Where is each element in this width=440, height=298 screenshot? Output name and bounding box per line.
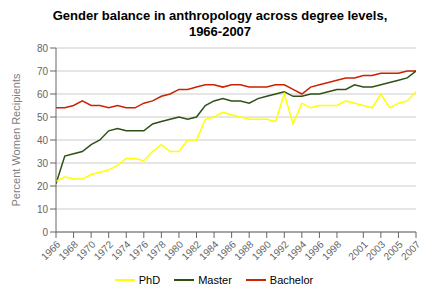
svg-text:2001: 2001 <box>346 238 370 262</box>
svg-text:80: 80 <box>37 43 49 54</box>
svg-text:1980: 1980 <box>162 238 186 262</box>
svg-text:10: 10 <box>37 204 49 215</box>
svg-text:1974: 1974 <box>109 238 133 262</box>
html-text:PhD: PhD <box>138 274 161 286</box>
svg-text:1992: 1992 <box>267 238 291 262</box>
svg-text:1984: 1984 <box>197 238 221 262</box>
html-text:1966-2007: 1966-2007 <box>188 24 252 39</box>
svg-text:40: 40 <box>37 135 49 146</box>
html-text:Bachelor: Bachelor <box>269 274 314 286</box>
svg-text:1990: 1990 <box>250 238 274 262</box>
svg-text:1988: 1988 <box>232 238 256 262</box>
svg-text:1996: 1996 <box>302 238 326 262</box>
svg-text:1966: 1966 <box>39 238 63 262</box>
svg-text:1970: 1970 <box>74 238 98 262</box>
svg-text:70: 70 <box>37 66 49 77</box>
svg-text:60: 60 <box>37 89 49 100</box>
svg-text:0: 0 <box>42 227 48 238</box>
svg-text:2005: 2005 <box>381 238 405 262</box>
html-text:Gender balance in anthropology: Gender balance in anthropology across de… <box>52 8 388 23</box>
svg-text:1982: 1982 <box>179 238 203 262</box>
svg-text:1968: 1968 <box>56 238 80 262</box>
svg-text:50: 50 <box>37 112 49 123</box>
svg-text:1998: 1998 <box>320 238 344 262</box>
svg-text:1994: 1994 <box>285 238 309 262</box>
svg-text:1976: 1976 <box>127 238 151 262</box>
svg-text:1986: 1986 <box>215 238 239 262</box>
svg-text:Percent Women Recipients: Percent Women Recipients <box>10 73 22 207</box>
svg-text:20: 20 <box>37 181 49 192</box>
html-text:Master: Master <box>198 274 232 286</box>
svg-text:1972: 1972 <box>92 238 116 262</box>
svg-text:2007: 2007 <box>399 238 423 262</box>
svg-text:30: 30 <box>37 158 49 169</box>
svg-text:2003: 2003 <box>364 238 388 262</box>
svg-text:1978: 1978 <box>144 238 168 262</box>
